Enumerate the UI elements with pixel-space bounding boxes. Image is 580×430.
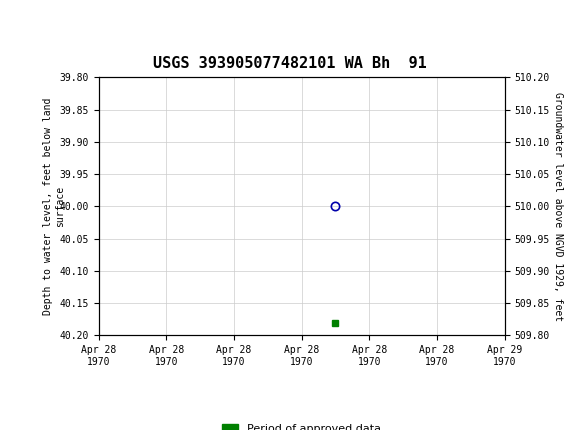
Y-axis label: Groundwater level above NGVD 1929, feet: Groundwater level above NGVD 1929, feet	[553, 92, 563, 321]
Text: USGS 393905077482101 WA Bh  91: USGS 393905077482101 WA Bh 91	[153, 56, 427, 71]
Y-axis label: Depth to water level, feet below land
surface: Depth to water level, feet below land su…	[43, 98, 65, 315]
Legend: Period of approved data: Period of approved data	[218, 419, 386, 430]
Text: ≡USGS: ≡USGS	[12, 16, 78, 36]
